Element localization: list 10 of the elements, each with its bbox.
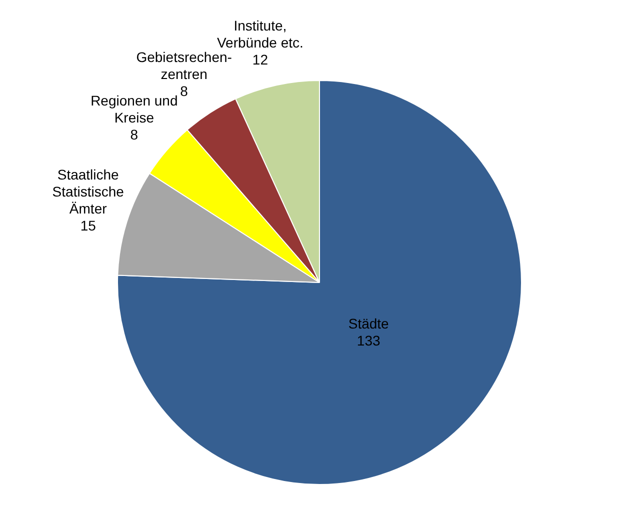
slice-label: Gebietsrechen-zentren [136,49,232,82]
data-label: 15 [80,218,96,234]
data-label: 12 [252,52,268,68]
slice-label: Städte [348,316,390,332]
data-label: 8 [180,83,188,100]
data-label: 8 [130,126,138,142]
slice-label: Regionen und Kreise [90,92,178,126]
slice-label: Institute, Verbünde etc. [216,18,304,51]
slice-label: Staatliche Statistische Ämter [52,166,124,217]
data-label: 133 [356,332,380,349]
